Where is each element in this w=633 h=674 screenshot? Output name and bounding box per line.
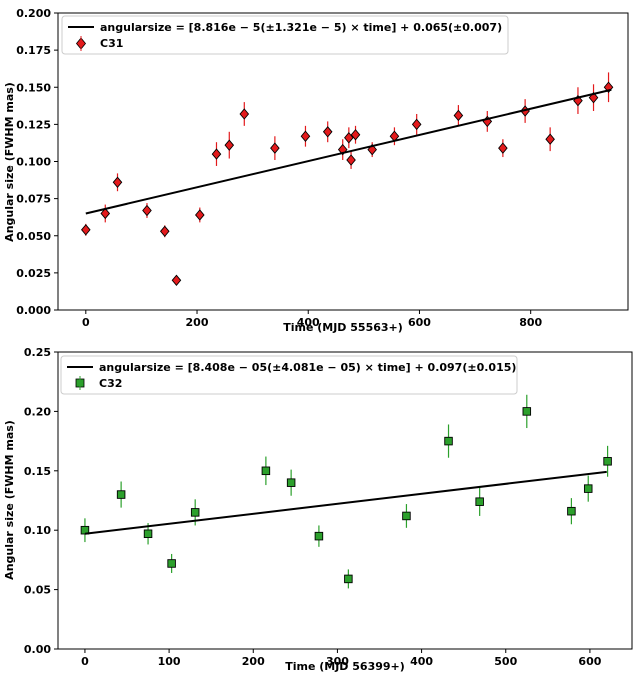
- data-point: [211, 148, 222, 160]
- data-point: [453, 109, 464, 122]
- data-point: [603, 457, 612, 466]
- x-tick-label: 0: [81, 655, 89, 668]
- data-point: [350, 129, 361, 141]
- x-tick-label: 300: [326, 655, 349, 668]
- data-point: [239, 108, 250, 120]
- y-tick-label: 0.25: [24, 346, 51, 359]
- fit-line: [84, 470, 607, 535]
- data-points: [81, 72, 614, 286]
- data-point: [286, 478, 296, 487]
- data-point: [112, 176, 123, 188]
- y-tick-label: 0.175: [16, 44, 51, 57]
- legend: angularsize = [8.816e − 5(±1.321e − 5) ×…: [61, 15, 509, 55]
- x-tick-label: 600: [408, 316, 431, 329]
- y-tick-label: 0.05: [24, 584, 51, 597]
- data-point: [261, 466, 271, 476]
- x-ticks: 0 200 400 600 800: [82, 310, 543, 329]
- data-point: [300, 130, 311, 142]
- data-point: [314, 531, 324, 541]
- y-tick-label: 0.025: [16, 267, 51, 280]
- data-point: [346, 154, 356, 166]
- plot-frame: [57, 351, 633, 650]
- data-point: [171, 274, 182, 286]
- legend-box: [60, 355, 518, 395]
- data-point: [337, 143, 348, 156]
- legend-box: [61, 15, 509, 55]
- data-point: [498, 142, 508, 154]
- x-tick-label: 100: [158, 655, 181, 668]
- chart-panel-c32: 0.00 0.05 0.10 0.15 0.20 0.25 0 100 200 300 400 50…: [3, 346, 633, 673]
- y-ticks: 0.00 0.05 0.10 0.15 0.20 0.25: [24, 346, 58, 656]
- legend-fit-label: angularsize = [8.408e − 05(±4.081e − 05)…: [99, 361, 516, 374]
- y-tick-label: 0.000: [16, 304, 51, 317]
- chart-panel-c31: 0.000 0.025 0.050 0.075 0.100 0.125 0.150 0.175…: [3, 7, 629, 334]
- x-axis-label: Time (MJD 55563+): [283, 321, 403, 334]
- x-tick-label: 600: [578, 655, 601, 668]
- y-ticks: 0.000 0.025 0.050 0.075 0.100 0.125 0.150 0.175…: [16, 7, 58, 317]
- data-point: [545, 133, 555, 145]
- y-tick-label: 0.050: [16, 230, 51, 243]
- y-tick-label: 0.125: [16, 118, 51, 131]
- x-tick-label: 500: [494, 655, 517, 668]
- x-ticks: 0 100 200 300 400 500 600: [81, 649, 602, 668]
- data-point: [522, 407, 532, 416]
- y-tick-label: 0.10: [24, 524, 51, 537]
- data-point: [159, 225, 170, 237]
- data-point: [167, 559, 176, 568]
- data-point: [567, 506, 576, 516]
- y-tick-label: 0.00: [24, 643, 51, 656]
- x-tick-label: 200: [242, 655, 265, 668]
- plot-frame: [57, 12, 629, 311]
- fit-line: [85, 88, 612, 215]
- x-tick-label: 0: [82, 316, 90, 329]
- data-point: [603, 81, 614, 93]
- data-point: [344, 132, 354, 144]
- y-axis-label: Angular size (FWHM mas): [3, 82, 16, 242]
- legend-fit-label: angularsize = [8.816e − 5(±1.321e − 5) ×…: [100, 21, 502, 34]
- data-point: [344, 574, 353, 584]
- data-point: [367, 143, 377, 156]
- data-point: [270, 142, 280, 154]
- data-point: [444, 436, 453, 446]
- data-point: [583, 484, 593, 493]
- y-tick-label: 0.100: [16, 156, 51, 169]
- data-point: [402, 511, 411, 521]
- x-tick-label: 400: [297, 316, 320, 329]
- data-point: [116, 490, 126, 499]
- y-tick-label: 0.075: [16, 193, 51, 206]
- x-tick-label: 800: [519, 316, 542, 329]
- legend-series-label: C32: [99, 377, 122, 390]
- data-point: [322, 126, 333, 138]
- y-tick-label: 0.15: [24, 465, 51, 478]
- x-axis-label: Time (MJD 56399+): [285, 660, 405, 673]
- data-point: [80, 525, 90, 535]
- data-point: [195, 209, 205, 221]
- y-tick-label: 0.150: [16, 81, 51, 94]
- data-point: [475, 497, 484, 506]
- x-tick-label: 200: [186, 316, 209, 329]
- data-point: [81, 224, 91, 236]
- legend-series-label: C31: [100, 37, 123, 50]
- data-point: [100, 207, 111, 220]
- data-point: [143, 529, 153, 539]
- data-point: [190, 508, 200, 517]
- data-point: [224, 139, 235, 151]
- x-tick-label: 400: [410, 655, 433, 668]
- y-tick-label: 0.20: [24, 405, 51, 418]
- legend: angularsize = [8.408e − 05(±4.081e − 05)…: [60, 355, 518, 395]
- data-point: [142, 204, 152, 217]
- y-tick-label: 0.200: [16, 7, 51, 20]
- data-point: [411, 118, 422, 131]
- y-axis-label: Angular size (FWHM mas): [3, 420, 16, 580]
